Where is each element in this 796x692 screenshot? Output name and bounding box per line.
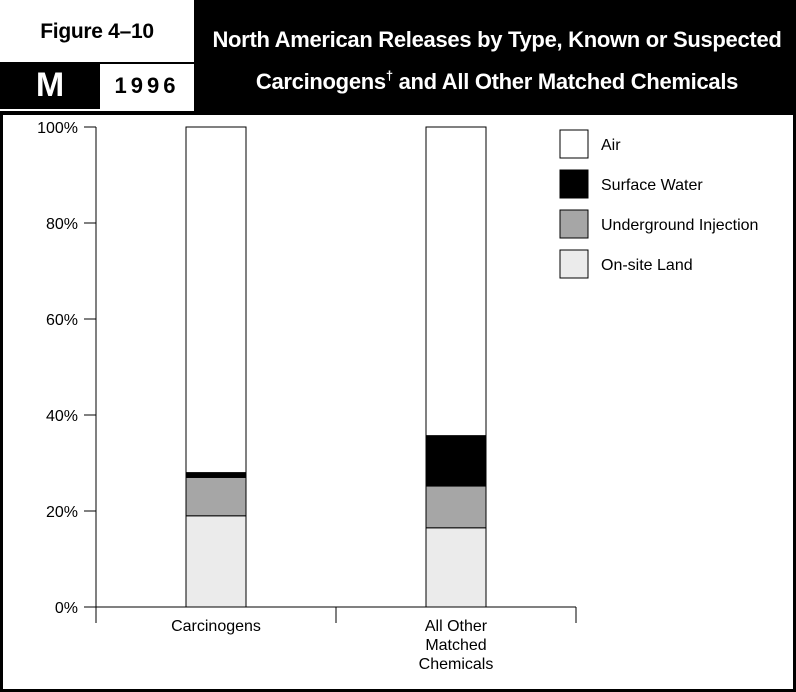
chart-frame [0, 115, 796, 692]
title-line-2-end: and All Other Matched Chemicals [392, 69, 739, 94]
y-tick-label-100: 100% [37, 120, 78, 137]
title-banner [198, 0, 796, 111]
y-tick-label-60: 60% [46, 312, 78, 329]
title-line-2: Carcinogens† and All Other Matched Chemi… [198, 58, 796, 100]
region-box [0, 62, 100, 109]
title-line-1: North American Releases by Type, Known o… [212, 27, 782, 52]
legend-label-on-site-land: On-site Land [601, 257, 693, 274]
legend-swatch-surface-water [559, 169, 589, 199]
title-line-2-start: Carcinogens [255, 69, 386, 94]
bar-carcinogens-underground-injection [185, 476, 247, 517]
bar-all-other-matched-chemicals-surface-water [425, 435, 487, 487]
chart-title: North American Releases by Type, Known o… [198, 22, 796, 100]
figure-header: Figure 4–10 M 1996 North American Releas… [0, 0, 796, 115]
y-tick-label-80: 80% [46, 216, 78, 233]
legend-swatch-on-site-land [559, 249, 589, 279]
legend-label-underground-injection: Underground Injection [601, 217, 758, 234]
bar-all-other-matched-chemicals-on-site-land [425, 527, 487, 608]
x-category-label-carcinogens: Carcinogens [171, 618, 261, 635]
bar-carcinogens-on-site-land [185, 515, 247, 608]
year-box [100, 62, 194, 109]
header-rule [0, 111, 796, 115]
title-dagger: † [385, 68, 393, 83]
x-category-label-all-other-matched-chemicals: All Other Matched Chemicals [419, 618, 494, 673]
legend-swatch-underground-injection [559, 209, 589, 239]
bar-all-other-matched-chemicals-underground-injection [425, 485, 487, 529]
legend-label-surface-water: Surface Water [601, 177, 703, 194]
legend-label-air: Air [601, 137, 621, 154]
y-tick-label-20: 20% [46, 504, 78, 521]
legend-swatch-air [559, 129, 589, 159]
bar-carcinogens-surface-water [185, 472, 247, 478]
y-tick-label-40: 40% [46, 408, 78, 425]
bar-all-other-matched-chemicals-air [425, 126, 487, 437]
year-label: 1996 [114, 73, 180, 98]
region-letter: M [35, 66, 65, 104]
figure-number: Figure 4–10 [40, 20, 154, 43]
y-tick-label-0: 0% [55, 600, 78, 617]
bar-carcinogens-air [185, 126, 247, 474]
